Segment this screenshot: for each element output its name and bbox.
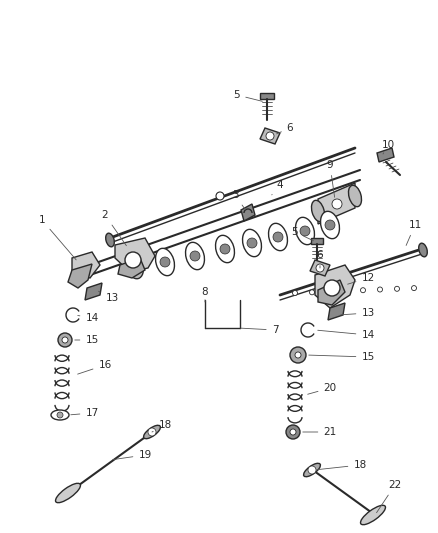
- Text: 7: 7: [241, 325, 278, 335]
- Circle shape: [273, 232, 283, 242]
- Circle shape: [125, 252, 141, 268]
- Text: 15: 15: [75, 335, 99, 345]
- Text: 22: 22: [377, 480, 402, 513]
- Text: 18: 18: [152, 420, 172, 432]
- Ellipse shape: [56, 483, 81, 503]
- Polygon shape: [118, 258, 145, 278]
- Text: 14: 14: [318, 330, 374, 340]
- Ellipse shape: [268, 223, 287, 251]
- Ellipse shape: [106, 233, 114, 247]
- Polygon shape: [318, 183, 355, 224]
- Polygon shape: [115, 238, 155, 272]
- Text: 13: 13: [341, 308, 374, 318]
- Circle shape: [295, 352, 301, 358]
- Ellipse shape: [144, 425, 160, 439]
- Text: 11: 11: [406, 220, 422, 246]
- Circle shape: [58, 333, 72, 347]
- Text: 21: 21: [303, 427, 337, 437]
- Circle shape: [148, 428, 156, 436]
- Ellipse shape: [311, 200, 325, 222]
- Ellipse shape: [127, 255, 143, 279]
- Circle shape: [293, 290, 297, 295]
- Circle shape: [324, 280, 340, 296]
- Circle shape: [316, 264, 324, 272]
- Ellipse shape: [304, 463, 321, 477]
- Ellipse shape: [186, 243, 205, 270]
- Circle shape: [129, 261, 141, 273]
- Text: 1: 1: [39, 215, 76, 260]
- Circle shape: [247, 238, 257, 248]
- Text: 8: 8: [201, 287, 208, 302]
- Text: 3: 3: [232, 190, 245, 209]
- Circle shape: [360, 288, 365, 293]
- Text: 6: 6: [317, 250, 323, 268]
- Text: 17: 17: [71, 408, 99, 418]
- Circle shape: [325, 220, 335, 230]
- Circle shape: [290, 347, 306, 363]
- Circle shape: [378, 287, 382, 292]
- Ellipse shape: [243, 229, 261, 257]
- Polygon shape: [318, 280, 345, 305]
- Polygon shape: [260, 128, 280, 144]
- Text: 5: 5: [234, 90, 262, 101]
- Circle shape: [190, 251, 200, 261]
- Circle shape: [57, 412, 63, 418]
- Text: 14: 14: [78, 313, 99, 323]
- Ellipse shape: [155, 248, 174, 276]
- Text: 5: 5: [292, 227, 314, 241]
- Text: 6: 6: [276, 123, 293, 134]
- Circle shape: [160, 257, 170, 267]
- Text: 20: 20: [307, 383, 336, 394]
- Ellipse shape: [321, 211, 339, 239]
- Text: 15: 15: [309, 352, 374, 362]
- Circle shape: [266, 132, 274, 140]
- Circle shape: [332, 199, 342, 209]
- Ellipse shape: [349, 185, 361, 207]
- Text: 16: 16: [78, 360, 112, 374]
- Circle shape: [326, 289, 332, 294]
- Polygon shape: [85, 283, 102, 300]
- Ellipse shape: [419, 243, 427, 257]
- Circle shape: [411, 286, 417, 290]
- Circle shape: [220, 244, 230, 254]
- Polygon shape: [72, 252, 100, 278]
- Circle shape: [395, 286, 399, 292]
- Ellipse shape: [51, 410, 69, 420]
- Circle shape: [308, 466, 316, 474]
- Ellipse shape: [296, 217, 314, 245]
- Polygon shape: [311, 238, 323, 244]
- Polygon shape: [310, 260, 330, 276]
- Text: 2: 2: [102, 210, 127, 246]
- Circle shape: [300, 226, 310, 236]
- Circle shape: [310, 290, 314, 295]
- Text: 4: 4: [272, 180, 283, 195]
- Text: 10: 10: [381, 140, 395, 154]
- Polygon shape: [260, 93, 274, 99]
- Circle shape: [62, 337, 68, 343]
- Circle shape: [290, 429, 296, 435]
- Circle shape: [343, 288, 349, 293]
- Circle shape: [286, 425, 300, 439]
- Ellipse shape: [360, 505, 385, 524]
- Text: 19: 19: [113, 450, 152, 460]
- Ellipse shape: [215, 235, 234, 263]
- Polygon shape: [315, 265, 355, 308]
- Text: 9: 9: [327, 160, 335, 197]
- Circle shape: [216, 192, 224, 200]
- Polygon shape: [241, 204, 255, 221]
- Text: 12: 12: [348, 273, 374, 284]
- Text: 18: 18: [317, 460, 367, 470]
- Polygon shape: [328, 303, 345, 320]
- Polygon shape: [68, 264, 92, 288]
- Text: 13: 13: [99, 291, 119, 303]
- Polygon shape: [377, 148, 394, 162]
